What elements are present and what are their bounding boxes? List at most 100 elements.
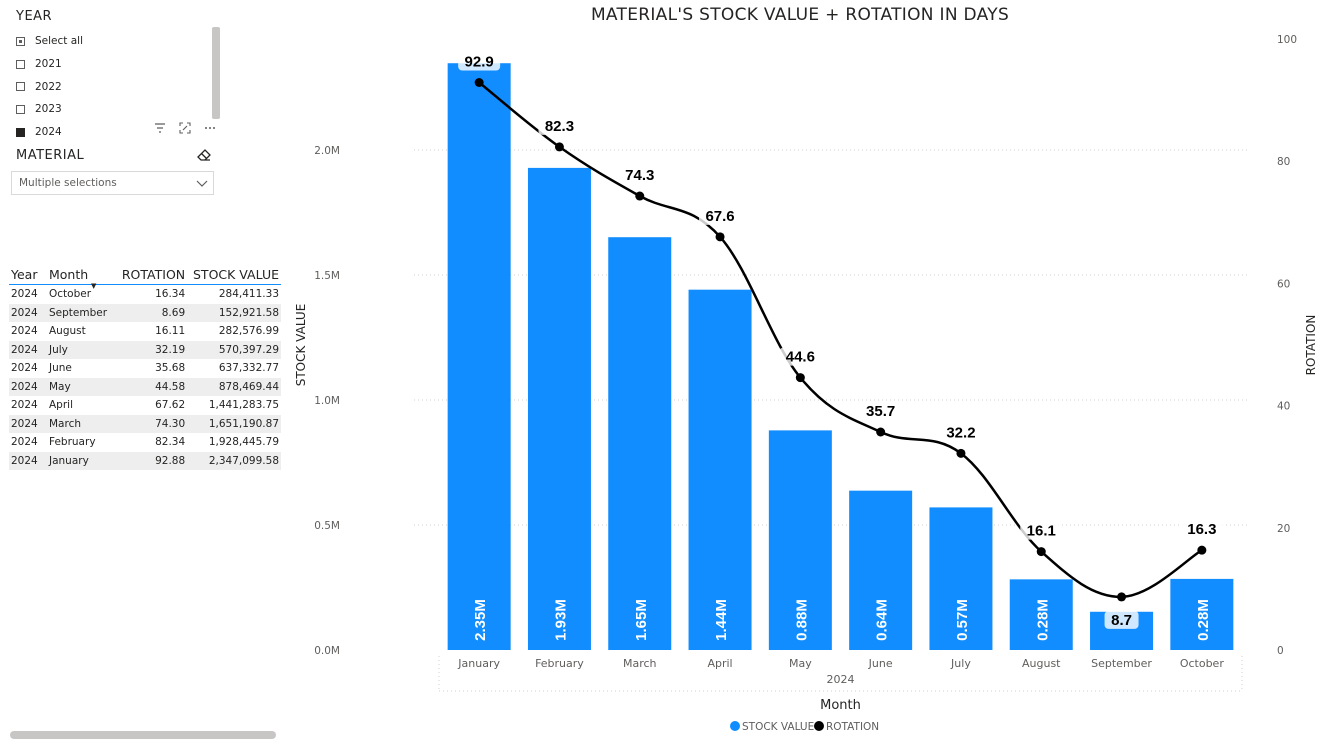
line-label-background: [699, 206, 742, 225]
year-option-2023[interactable]: 2023: [16, 98, 206, 121]
year-option-label: Select all: [35, 35, 83, 48]
cell-rotation: 67.62: [155, 399, 186, 412]
rotation-point: [1117, 592, 1127, 602]
rotation-point: [1197, 545, 1207, 555]
year-slicer-list: Select all 2021 2022 2023 2024: [16, 30, 206, 143]
bar: [447, 63, 511, 651]
table-row[interactable]: 2024 April 67.62 1,441,283.75: [9, 396, 281, 415]
line-label-background: [618, 166, 661, 185]
table-row[interactable]: 2024 February 82.34 1,928,445.79: [9, 433, 281, 452]
cell-stock-value: 1,928,445.79: [208, 436, 279, 449]
rotation-point: [956, 448, 966, 458]
y2-tick-label: 0: [1277, 645, 1284, 657]
x-tick-label: March: [623, 657, 657, 670]
table-row[interactable]: 2024 June 35.68 637,332.77: [9, 359, 281, 378]
line-data-label: 44.6: [786, 349, 815, 366]
cell-year: 2024: [11, 288, 38, 301]
focus-mode-icon[interactable]: [179, 122, 191, 137]
checkbox[interactable]: [16, 36, 25, 46]
line-data-label: 32.2: [946, 424, 975, 441]
cell-stock-value: 1,651,190.87: [187, 414, 281, 433]
clear-selections-eraser-icon[interactable]: [195, 147, 213, 163]
rotation-point: [795, 373, 805, 383]
cell-stock-value: 878,469.44: [187, 377, 281, 396]
cell-year: 2024: [11, 436, 38, 449]
cell-month: May: [47, 377, 117, 396]
cell-rotation: 16.11: [155, 325, 186, 338]
material-dropdown-value: Multiple selections: [19, 177, 117, 189]
table-row[interactable]: 2024 July 32.19 570,397.29: [9, 340, 281, 359]
cell-rotation: 16.34: [155, 288, 186, 301]
x-axis-title: Month: [820, 698, 861, 713]
year-option-label: 2021: [35, 58, 62, 71]
x-tick-label: February: [535, 657, 584, 670]
y-tick-label: 0.5M: [314, 520, 340, 532]
y2-tick-label: 80: [1277, 156, 1290, 168]
year-option-select-all[interactable]: Select all: [16, 30, 206, 53]
checkbox[interactable]: [16, 104, 25, 114]
bar-data-label: 0.57M: [954, 599, 971, 641]
line-label-background: [1104, 610, 1139, 629]
checkbox[interactable]: [16, 127, 25, 137]
line-data-label: 74.3: [625, 167, 654, 184]
x-group-label: 2024: [827, 673, 855, 686]
filter-icon[interactable]: [154, 122, 166, 137]
legend-label-stock-value: STOCK VALUE: [742, 721, 814, 733]
col-header-year[interactable]: Year: [9, 264, 47, 285]
cell-year: 2024: [9, 377, 47, 396]
y2-tick-label: 100: [1277, 34, 1297, 46]
col-header-rotation[interactable]: ROTATION: [117, 264, 188, 285]
cell-year: 2024: [9, 340, 47, 359]
checkbox[interactable]: [16, 59, 25, 69]
year-option-2022[interactable]: 2022: [16, 75, 206, 98]
year-option-label: 2022: [35, 80, 62, 93]
sort-descending-icon: ▼: [91, 282, 97, 290]
bar-data-label: 0.28M: [1195, 599, 1212, 641]
cell-year: 2024: [9, 451, 47, 470]
rotation-point: [554, 142, 564, 152]
horizontal-scrollbar[interactable]: [10, 731, 276, 739]
table-row[interactable]: 2024 May 44.58 878,469.44: [9, 377, 281, 396]
line-data-label: 35.7: [866, 403, 895, 420]
bar-data-label: 0.88M: [793, 599, 810, 641]
x-tick-label: September: [1091, 657, 1152, 670]
cell-rotation: 74.30: [117, 414, 188, 433]
table-row[interactable]: 2024 January 92.88 2,347,099.58: [9, 451, 281, 470]
year-option-2024[interactable]: 2024: [16, 121, 206, 144]
year-option-label: 2023: [35, 103, 62, 116]
x-tick-label: July: [950, 657, 971, 670]
y2-tick-label: 60: [1277, 278, 1290, 290]
line-data-label: 8.7: [1111, 612, 1132, 629]
y-tick-label: 2.0M: [314, 145, 340, 157]
table-row[interactable]: 2024 August 16.11 282,576.99: [9, 322, 281, 341]
cell-month: March: [47, 414, 117, 433]
bar-data-label: 1.44M: [713, 599, 730, 641]
cell-stock-value: 152,921.58: [187, 303, 281, 322]
bar: [1009, 579, 1073, 650]
table-row[interactable]: 2024 October 16.34 284,411.33: [9, 285, 281, 304]
bar: [849, 490, 913, 650]
year-option-2021[interactable]: 2021: [16, 53, 206, 76]
col-header-stock-value[interactable]: STOCK VALUE: [187, 264, 281, 285]
y2-tick-label: 40: [1277, 401, 1290, 413]
checkbox[interactable]: [16, 82, 25, 92]
cell-rotation: 44.58: [117, 377, 188, 396]
y-tick-label: 1.5M: [314, 270, 340, 282]
y-axis-title: STOCK VALUE: [294, 304, 308, 387]
x-tick-label: October: [1180, 657, 1224, 670]
x-tick-label: January: [457, 657, 500, 670]
table-row[interactable]: 2024 September 8.69 152,921.58: [9, 303, 281, 322]
material-dropdown[interactable]: Multiple selections: [11, 171, 214, 195]
rotation-line: [478, 81, 1203, 599]
line-data-label: 16.3: [1187, 521, 1216, 538]
table-row[interactable]: 2024 March 74.30 1,651,190.87: [9, 414, 281, 433]
line-label-background: [939, 423, 982, 442]
year-slicer-scrollbar[interactable]: [212, 27, 220, 119]
more-options-icon[interactable]: [204, 122, 216, 137]
cell-month: July: [47, 340, 117, 359]
col-header-month[interactable]: Month ▼: [47, 264, 117, 290]
rotation-point: [715, 232, 725, 242]
cell-month: August: [49, 325, 86, 338]
line-label-background: [458, 52, 501, 71]
